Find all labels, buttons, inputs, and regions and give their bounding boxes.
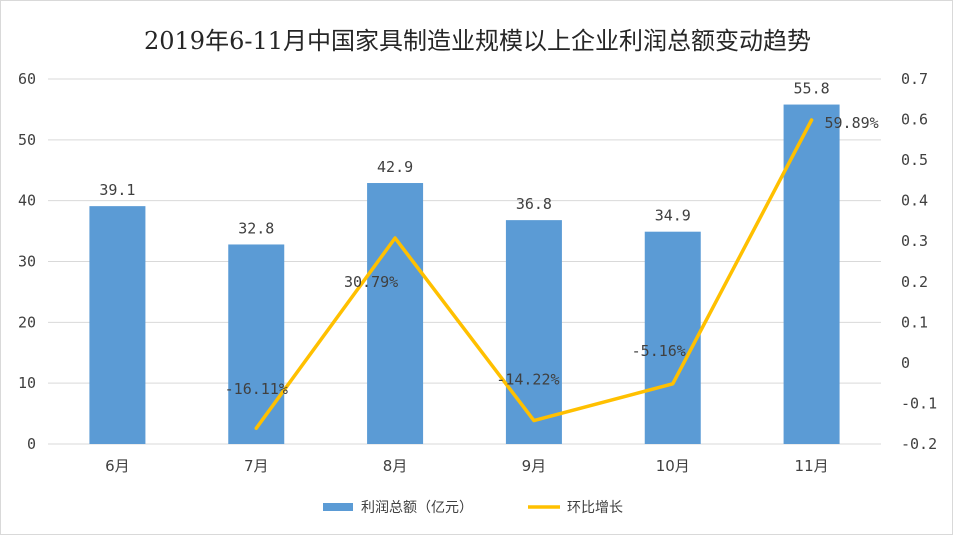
y-left-tick-label: 30: [18, 253, 36, 271]
bar-data-label: 42.9: [377, 158, 413, 176]
y-right-tick-label: 0.5: [901, 151, 928, 169]
x-tick-label: 6月: [105, 457, 130, 475]
y-left-tick-label: 40: [18, 192, 36, 210]
y-left-tick-label: 0: [27, 435, 36, 453]
y-left-tick-label: 10: [18, 374, 36, 392]
y-right-tick-label: 0.6: [901, 111, 928, 129]
growth-line: [254, 118, 814, 430]
bar-data-label: 32.8: [238, 219, 274, 237]
bar-data-label: 55.8: [794, 80, 830, 98]
y-left-tick-label: 60: [18, 70, 36, 88]
y-right-tick-label: 0: [901, 354, 910, 372]
y-right-tick-label: -0.1: [901, 394, 937, 412]
bar: [505, 220, 562, 444]
x-tick-label: 8月: [383, 457, 408, 475]
x-tick-label: 9月: [522, 457, 547, 475]
line-data-label: -14.22%: [496, 371, 559, 389]
line-data-label: 59.89%: [824, 114, 878, 132]
y-left-tick-label: 50: [18, 131, 36, 149]
bar: [228, 244, 285, 444]
line-data-label: 30.79%: [344, 273, 398, 291]
y-right-tick-label: -0.2: [901, 435, 937, 453]
chart-title: 2019年6-11月中国家具制造业规模以上企业利润总额变动趋势: [144, 27, 811, 55]
y-right-tick-label: 0.7: [901, 70, 928, 88]
x-tick-label: 10月: [656, 457, 690, 475]
legend-bar-swatch: [323, 503, 353, 511]
y-right-tick-label: 0.1: [901, 313, 928, 331]
line-data-label: -16.11%: [225, 380, 288, 398]
bar-data-label: 39.1: [99, 181, 135, 199]
bar: [644, 231, 701, 444]
y-left-tick-label: 20: [18, 313, 36, 331]
bar: [783, 104, 840, 445]
bar: [367, 183, 424, 444]
line-data-label: -5.16%: [632, 342, 686, 360]
bar-data-label: 34.9: [655, 207, 691, 225]
bar-data-label: 36.8: [516, 195, 552, 213]
y-right-tick-label: 0.3: [901, 232, 928, 250]
legend-bar-label: 利润总额（亿元）: [361, 500, 473, 516]
y-right-tick-label: 0.2: [901, 273, 928, 291]
legend-line-label: 环比增长: [567, 500, 623, 516]
x-tick-label: 7月: [244, 457, 269, 475]
y-right-tick-label: 0.4: [901, 192, 928, 210]
bar: [89, 206, 146, 444]
x-tick-label: 11月: [795, 457, 829, 475]
